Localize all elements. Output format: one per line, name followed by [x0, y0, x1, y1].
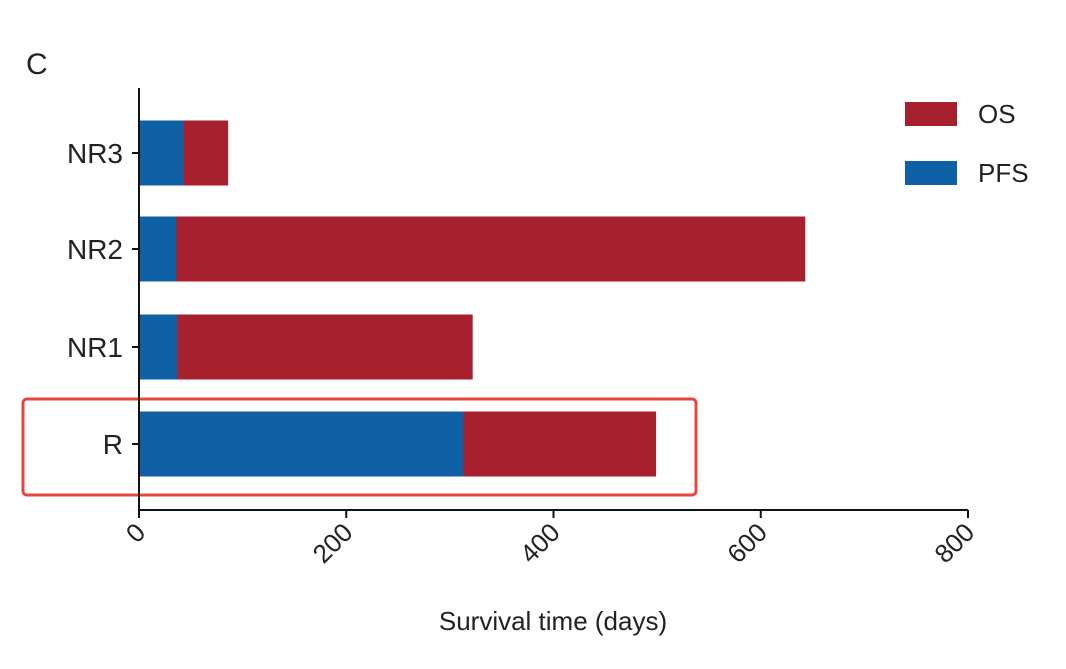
bar-pfs-nr2 [139, 216, 177, 282]
x-tick-label-200: 200 [307, 517, 359, 569]
x-tick-label-800: 800 [928, 517, 980, 569]
highlight-group [21, 397, 698, 497]
highlight-box-r [21, 397, 698, 497]
panel-label: C [26, 48, 48, 81]
x-tick-label-600: 600 [721, 517, 773, 569]
bar-pfs-r [139, 411, 464, 477]
legend-label-os: OS [978, 99, 1016, 129]
bar-pfs-nr3 [139, 120, 184, 186]
y-tick-label-nr2: NR2 [67, 234, 123, 265]
x-axis-label: Survival time (days) [439, 606, 667, 636]
bar-os-nr2 [139, 216, 806, 282]
bar-pfs-nr1 [139, 314, 178, 380]
bar-os-nr1 [139, 314, 473, 380]
legend-swatch-pfs [905, 161, 957, 185]
y-tick-label-r: R [103, 429, 123, 460]
x-tick-label-0: 0 [120, 517, 151, 548]
legend-label-pfs: PFS [978, 158, 1029, 188]
legend-swatch-os [905, 102, 957, 126]
x-tick-label-400: 400 [514, 517, 566, 569]
y-tick-label-nr3: NR3 [67, 138, 123, 169]
legend: OS PFS [905, 99, 1029, 188]
y-tick-label-nr1: NR1 [67, 332, 123, 363]
bars-group [139, 120, 806, 477]
